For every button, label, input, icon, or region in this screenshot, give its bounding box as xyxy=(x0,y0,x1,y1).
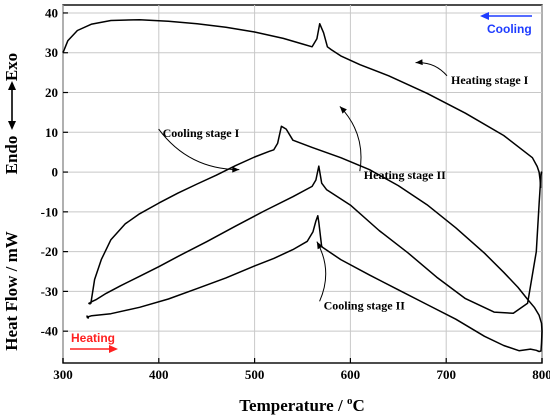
y-tick-label: -40 xyxy=(41,324,58,339)
series-line-4 xyxy=(86,215,541,353)
annotation-leader-3 xyxy=(158,128,240,171)
y-tick-label: 0 xyxy=(52,165,59,180)
x-tick-label: 300 xyxy=(53,367,73,382)
y-tick-label: 20 xyxy=(45,85,58,100)
y-tick-label: 40 xyxy=(45,5,58,20)
annotation-leader-4 xyxy=(316,241,327,302)
x-tick-label: 500 xyxy=(245,367,265,382)
annotations: Heating stage I Heating stage II Cooling s… xyxy=(158,59,529,312)
plot-area xyxy=(62,4,543,364)
series-line-1 xyxy=(62,18,542,189)
exo-endo-arrow xyxy=(8,81,16,130)
series-line-2 xyxy=(88,165,543,315)
y-tick-label: 10 xyxy=(45,125,58,140)
annotation-arrowhead-1 xyxy=(415,59,423,66)
x-axis-unit: C xyxy=(352,396,364,415)
y-axis-title: Heat Flow / mW xyxy=(2,231,21,350)
x-tick-label: 600 xyxy=(341,367,361,382)
heating-indicator: Heating xyxy=(70,331,118,353)
annotation-arrowhead-2 xyxy=(339,106,347,114)
annotation-arrowhead-4 xyxy=(316,241,323,250)
y-tick-label: -10 xyxy=(41,204,58,219)
series-line-3 xyxy=(90,125,543,352)
y-tick-label: -20 xyxy=(41,244,58,259)
series-layer xyxy=(62,18,543,353)
exo-label: Exo xyxy=(2,53,21,81)
annotation-label-4: Cooling stage II xyxy=(324,298,406,312)
y-tick-label: -30 xyxy=(41,284,58,299)
cooling-indicator: Cooling xyxy=(480,12,532,36)
x-tick-label: 700 xyxy=(436,367,456,382)
grid xyxy=(62,5,543,363)
ticks: 300 400 500 600 700 800 -40 -30 -20 -10 0 10 20 30 40 xyxy=(41,5,550,382)
x-tick-label: 400 xyxy=(149,367,169,382)
annotation-label-2: Heating stage II xyxy=(364,168,446,182)
annotation-arrowhead-3 xyxy=(232,166,240,173)
annotation-label-1: Heating stage I xyxy=(451,73,529,87)
y-tick-label: 30 xyxy=(45,45,58,60)
x-axis-title: Temperature / oC xyxy=(239,395,364,415)
x-tick-label: 800 xyxy=(532,367,550,382)
x-axis-unit-sup: o xyxy=(347,395,353,407)
svg-text:Cooling: Cooling xyxy=(487,22,532,36)
endo-label: Endo xyxy=(2,136,21,175)
svg-text:Heating: Heating xyxy=(71,331,115,345)
annotation-label-3: Cooling stage I xyxy=(163,126,240,140)
annotation-leader-1 xyxy=(415,62,448,77)
